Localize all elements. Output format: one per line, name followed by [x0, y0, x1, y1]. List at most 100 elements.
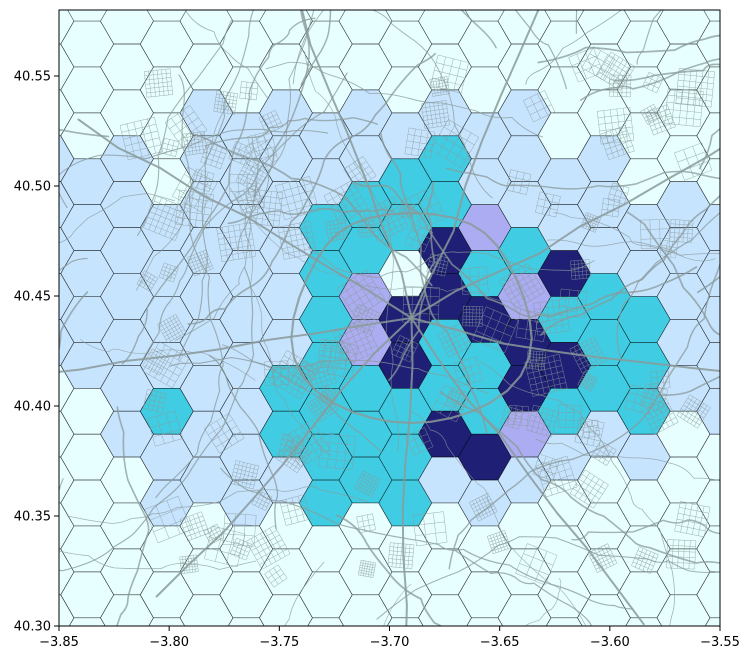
- highway: [301, 10, 413, 319]
- street-block: [244, 188, 284, 227]
- street-block: [642, 72, 664, 94]
- street-block: [264, 360, 290, 386]
- hexagon-grid: [59, 10, 720, 626]
- street-block: [143, 195, 189, 241]
- street-block: [158, 262, 179, 283]
- street-line: [59, 266, 255, 572]
- highway: [410, 317, 720, 373]
- street-block: [318, 339, 359, 379]
- street-block: [230, 460, 260, 490]
- street-block: [600, 197, 621, 218]
- street-line: [547, 239, 720, 256]
- street-block: [557, 404, 582, 429]
- street-block: [676, 394, 711, 429]
- street-line: [524, 578, 562, 626]
- street-line: [155, 74, 224, 499]
- street-block: [664, 87, 704, 127]
- street-block: [247, 130, 278, 161]
- street-line: [626, 211, 720, 336]
- street-block: [462, 305, 484, 327]
- x-tick-label: −3.60: [590, 635, 630, 650]
- hex-cell: [696, 525, 720, 573]
- street-block: [500, 405, 524, 430]
- street-line: [479, 360, 675, 626]
- street-block: [505, 169, 532, 195]
- street-line: [698, 127, 720, 170]
- street-line: [376, 536, 720, 620]
- hex-cell: [696, 479, 720, 527]
- street-block: [639, 383, 669, 413]
- street-block: [591, 440, 617, 466]
- street-block: [179, 511, 210, 542]
- street-block: [332, 318, 380, 366]
- street-block: [275, 176, 320, 221]
- street-line: [115, 406, 150, 626]
- street-block: [675, 67, 715, 108]
- street-block: [239, 81, 259, 101]
- highway: [410, 10, 540, 319]
- street-block: [577, 371, 598, 392]
- street-line: [454, 549, 593, 626]
- x-tick-label: −3.55: [700, 635, 740, 650]
- highway: [155, 317, 413, 598]
- street-block: [430, 119, 480, 169]
- street-line: [636, 10, 662, 65]
- street-block: [264, 564, 288, 588]
- street-line: [121, 17, 316, 365]
- street-line: [514, 10, 568, 90]
- highway: [410, 147, 720, 319]
- street-line: [448, 262, 720, 570]
- y-tick-label: 40.35: [14, 510, 51, 525]
- street-line: [540, 194, 720, 336]
- street-block: [136, 270, 159, 292]
- street-block: [557, 288, 588, 319]
- street-line: [135, 101, 230, 291]
- street-line: [525, 10, 623, 85]
- x-tick-label: −3.75: [259, 635, 299, 650]
- street-block: [357, 559, 377, 578]
- street-line: [580, 58, 720, 101]
- street-block: [157, 313, 187, 344]
- street-block: [216, 222, 257, 263]
- street-block: [391, 335, 419, 363]
- x-axis: −3.85 −3.80 −3.75 −3.70 −3.65 −3.60 −3.55: [39, 626, 740, 650]
- hex-cell: [704, 617, 720, 626]
- street-block: [246, 525, 291, 570]
- street-line: [658, 375, 720, 397]
- street-block: [640, 219, 671, 249]
- x-tick-label: −3.70: [370, 635, 410, 650]
- street-block: [143, 68, 174, 98]
- street-block: [229, 537, 253, 561]
- street-block: [142, 348, 170, 376]
- street-block: [650, 369, 671, 391]
- y-tick-label: 40.50: [14, 180, 51, 195]
- street-block: [356, 513, 376, 534]
- street-block: [204, 413, 245, 454]
- street-block: [306, 391, 339, 423]
- street-line: [184, 10, 269, 100]
- y-tick-label: 40.55: [14, 70, 51, 85]
- street-line: [204, 117, 378, 147]
- street-block: [228, 141, 254, 166]
- street-block: [182, 130, 208, 156]
- ring-road: [290, 211, 533, 425]
- hex-cell: [696, 20, 720, 68]
- street-line: [307, 246, 595, 279]
- street-block: [200, 141, 228, 170]
- y-axis: 40.30 40.35 40.40 40.45 40.50 40.55: [14, 70, 59, 635]
- y-tick-label: 40.30: [14, 620, 51, 635]
- street-line: [227, 208, 394, 225]
- street-line: [137, 19, 233, 237]
- street-line: [187, 52, 436, 325]
- street-block: [515, 543, 558, 586]
- street-block: [437, 323, 472, 358]
- street-block: [659, 239, 679, 259]
- street-block: [354, 470, 381, 498]
- street-block: [429, 76, 451, 97]
- highway: [401, 317, 414, 626]
- street-block: [665, 539, 697, 570]
- street-line: [535, 438, 720, 482]
- street-block: [674, 501, 711, 538]
